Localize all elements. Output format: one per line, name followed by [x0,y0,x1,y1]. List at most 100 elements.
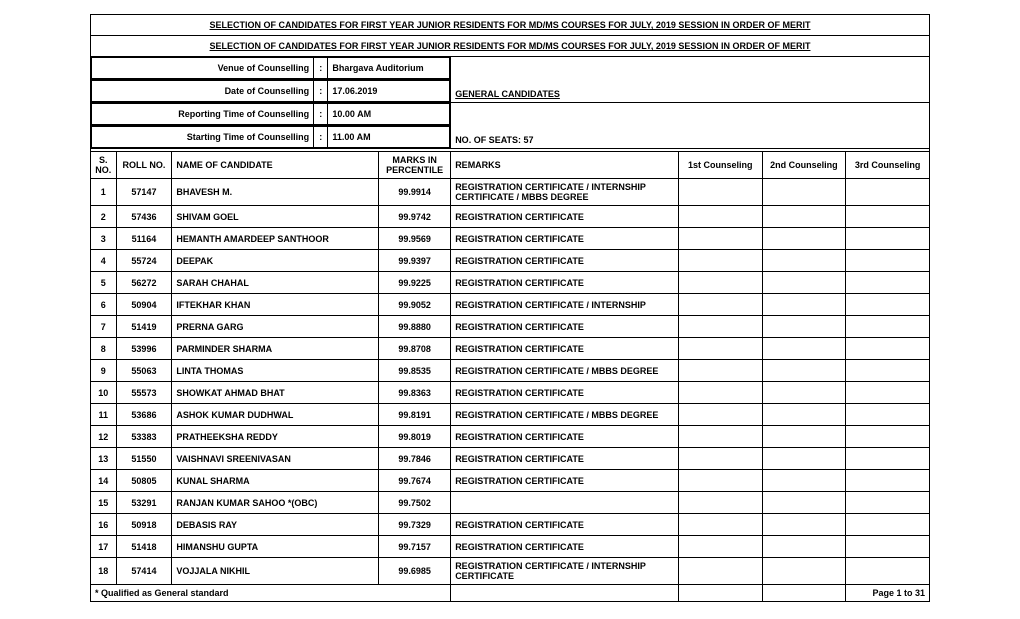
cell-remarks: REGISTRATION CERTIFICATE [451,338,679,360]
cell-name: VOJJALA NIKHIL [172,558,379,585]
cell-roll: 56272 [116,272,172,294]
cell-name: SARAH CHAHAL [172,272,379,294]
cell-marks: 99.9742 [379,206,451,228]
cell-name: ASHOK KUMAR DUDHWAL [172,404,379,426]
cell-roll: 57436 [116,206,172,228]
cell-c3 [846,294,930,316]
cell-c1 [678,404,762,426]
colon: : [314,127,328,148]
cell-remarks: REGISTRATION CERTIFICATE / INTERNSHIP CE… [451,558,679,585]
table-row: 157147BHAVESH M.99.9914REGISTRATION CERT… [91,179,930,206]
cell-roll: 57147 [116,179,172,206]
col-name: NAME OF CANDIDATE [172,152,379,179]
cell-c3 [846,448,930,470]
general-candidates: GENERAL CANDIDATES [455,89,560,99]
cell-c2 [762,448,846,470]
cell-c1 [678,228,762,250]
cell-remarks: REGISTRATION CERTIFICATE / MBBS DEGREE [451,404,679,426]
cell-marks: 99.8708 [379,338,451,360]
col-marks: MARKS IN PERCENTILE [379,152,451,179]
table-row: 556272SARAH CHAHAL99.9225REGISTRATION CE… [91,272,930,294]
cell-roll: 55724 [116,250,172,272]
info-row-3: Reporting Time of Counselling : 10.00 AM… [91,103,930,126]
cell-c1 [678,470,762,492]
cell-remarks: REGISTRATION CERTIFICATE [451,250,679,272]
starting-label: Starting Time of Counselling [92,127,314,148]
title-row-1: SELECTION OF CANDIDATES FOR FIRST YEAR J… [91,15,930,36]
cell-remarks: REGISTRATION CERTIFICATE [451,272,679,294]
cell-sno: 2 [91,206,117,228]
col-c1: 1st Counseling [678,152,762,179]
cell-remarks: REGISTRATION CERTIFICATE [451,316,679,338]
cell-name: HIMANSHU GUPTA [172,536,379,558]
cell-c2 [762,558,846,585]
cell-c3 [846,316,930,338]
cell-roll: 57414 [116,558,172,585]
cell-remarks: REGISTRATION CERTIFICATE [451,228,679,250]
colon: : [314,81,328,102]
cell-sno: 3 [91,228,117,250]
cell-marks: 99.7157 [379,536,451,558]
table-row: 1351550VAISHNAVI SREENIVASAN99.7846REGIS… [91,448,930,470]
col-roll: ROLL NO. [116,152,172,179]
cell-marks: 99.9052 [379,294,451,316]
cell-c2 [762,426,846,448]
cell-marks: 99.7329 [379,514,451,536]
cell-sno: 16 [91,514,117,536]
cell-c2 [762,536,846,558]
cell-c1 [678,426,762,448]
cell-c3 [846,179,930,206]
seats-label: NO. OF SEATS: 57 [455,135,533,145]
cell-marks: 99.8019 [379,426,451,448]
cell-remarks: REGISTRATION CERTIFICATE [451,470,679,492]
cell-c3 [846,382,930,404]
cell-marks: 99.9569 [379,228,451,250]
cell-remarks: REGISTRATION CERTIFICATE [451,426,679,448]
cell-remarks: REGISTRATION CERTIFICATE [451,382,679,404]
cell-c1 [678,492,762,514]
cell-c2 [762,250,846,272]
footer-note: * Qualified as General standard [91,585,451,602]
reporting-label: Reporting Time of Counselling [92,104,314,125]
venue-label: Venue of Counselling [92,58,314,79]
date-label: Date of Counselling [92,81,314,102]
cell-remarks: REGISTRATION CERTIFICATE / MBBS DEGREE [451,360,679,382]
cell-roll: 50904 [116,294,172,316]
cell-c3 [846,360,930,382]
cell-c1 [678,448,762,470]
cell-c2 [762,316,846,338]
cell-c1 [678,558,762,585]
col-c3: 3rd Counseling [846,152,930,179]
cell-c3 [846,470,930,492]
cell-c1 [678,536,762,558]
cell-sno: 14 [91,470,117,492]
page: SELECTION OF CANDIDATES FOR FIRST YEAR J… [0,0,1020,619]
cell-name: RANJAN KUMAR SAHOO *(OBC) [172,492,379,514]
table-row: 1450805KUNAL SHARMA99.7674REGISTRATION C… [91,470,930,492]
cell-marks: 99.8363 [379,382,451,404]
cell-c3 [846,558,930,585]
table-row: 1857414VOJJALA NIKHIL99.6985REGISTRATION… [91,558,930,585]
cell-roll: 53686 [116,404,172,426]
cell-c3 [846,338,930,360]
header-row: S. NO. ROLL NO. NAME OF CANDIDATE MARKS … [91,152,930,179]
merit-table: SELECTION OF CANDIDATES FOR FIRST YEAR J… [90,14,930,602]
cell-remarks: REGISTRATION CERTIFICATE [451,206,679,228]
cell-c3 [846,272,930,294]
cell-roll: 51164 [116,228,172,250]
cell-roll: 50918 [116,514,172,536]
cell-c2 [762,360,846,382]
cell-name: KUNAL SHARMA [172,470,379,492]
footer-empty-c1 [678,585,762,602]
cell-sno: 8 [91,338,117,360]
footer-empty-remarks [451,585,679,602]
table-row: 1751418HIMANSHU GUPTA99.7157REGISTRATION… [91,536,930,558]
cell-sno: 5 [91,272,117,294]
cell-c3 [846,426,930,448]
cell-sno: 9 [91,360,117,382]
cell-name: VAISHNAVI SREENIVASAN [172,448,379,470]
cell-sno: 11 [91,404,117,426]
venue-value: Bhargava Auditorium [328,58,450,79]
cell-roll: 55573 [116,382,172,404]
cell-c2 [762,179,846,206]
